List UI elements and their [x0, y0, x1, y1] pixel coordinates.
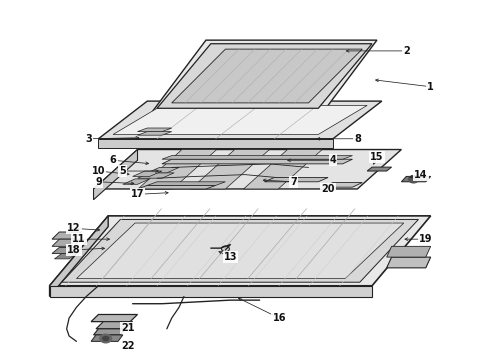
Polygon shape [113, 105, 367, 134]
Polygon shape [162, 159, 352, 164]
Text: 3: 3 [85, 134, 92, 144]
Text: 11: 11 [72, 234, 86, 244]
Text: 22: 22 [121, 341, 134, 351]
Text: 9: 9 [95, 177, 102, 187]
Text: 6: 6 [110, 155, 117, 165]
Text: 20: 20 [321, 184, 335, 194]
Polygon shape [367, 167, 392, 171]
Polygon shape [96, 321, 133, 329]
Polygon shape [62, 220, 418, 282]
Text: 2: 2 [403, 46, 410, 56]
Text: 4: 4 [330, 155, 336, 165]
Polygon shape [52, 232, 81, 239]
Text: 18: 18 [67, 245, 81, 255]
Polygon shape [138, 185, 216, 189]
Text: 16: 16 [272, 313, 286, 323]
Circle shape [103, 336, 109, 341]
Circle shape [409, 176, 418, 183]
Text: 10: 10 [92, 166, 105, 176]
Text: 7: 7 [291, 177, 297, 187]
Polygon shape [76, 223, 404, 279]
Polygon shape [138, 173, 174, 178]
Polygon shape [133, 171, 162, 176]
Polygon shape [98, 139, 333, 148]
Text: 13: 13 [223, 252, 237, 262]
Polygon shape [138, 132, 172, 135]
Circle shape [100, 334, 112, 343]
Text: 5: 5 [120, 166, 126, 176]
Polygon shape [147, 167, 179, 173]
Polygon shape [401, 176, 431, 182]
Polygon shape [323, 183, 362, 187]
Polygon shape [98, 101, 382, 139]
Polygon shape [94, 329, 125, 335]
Polygon shape [123, 179, 150, 184]
Polygon shape [191, 149, 270, 189]
Polygon shape [172, 49, 362, 103]
Text: 14: 14 [414, 170, 428, 180]
Polygon shape [147, 182, 225, 185]
Polygon shape [244, 149, 322, 189]
Text: 21: 21 [121, 323, 134, 333]
Text: 8: 8 [354, 134, 361, 144]
Polygon shape [49, 286, 372, 297]
Polygon shape [138, 149, 217, 189]
Polygon shape [91, 335, 123, 341]
Polygon shape [91, 315, 138, 321]
Text: 12: 12 [67, 224, 81, 233]
Polygon shape [94, 149, 138, 200]
Polygon shape [54, 253, 76, 259]
Polygon shape [49, 216, 108, 297]
Text: 15: 15 [370, 152, 384, 162]
Polygon shape [138, 128, 172, 132]
Polygon shape [49, 216, 431, 286]
Polygon shape [52, 239, 81, 246]
Polygon shape [94, 149, 401, 189]
Text: 1: 1 [427, 82, 434, 92]
Polygon shape [387, 246, 431, 257]
Polygon shape [152, 40, 377, 112]
Polygon shape [157, 108, 318, 116]
Text: 17: 17 [131, 189, 144, 199]
Polygon shape [162, 156, 352, 159]
Text: 19: 19 [419, 234, 433, 244]
Polygon shape [387, 257, 431, 268]
Polygon shape [157, 44, 372, 108]
Polygon shape [52, 247, 79, 253]
Polygon shape [265, 177, 328, 182]
